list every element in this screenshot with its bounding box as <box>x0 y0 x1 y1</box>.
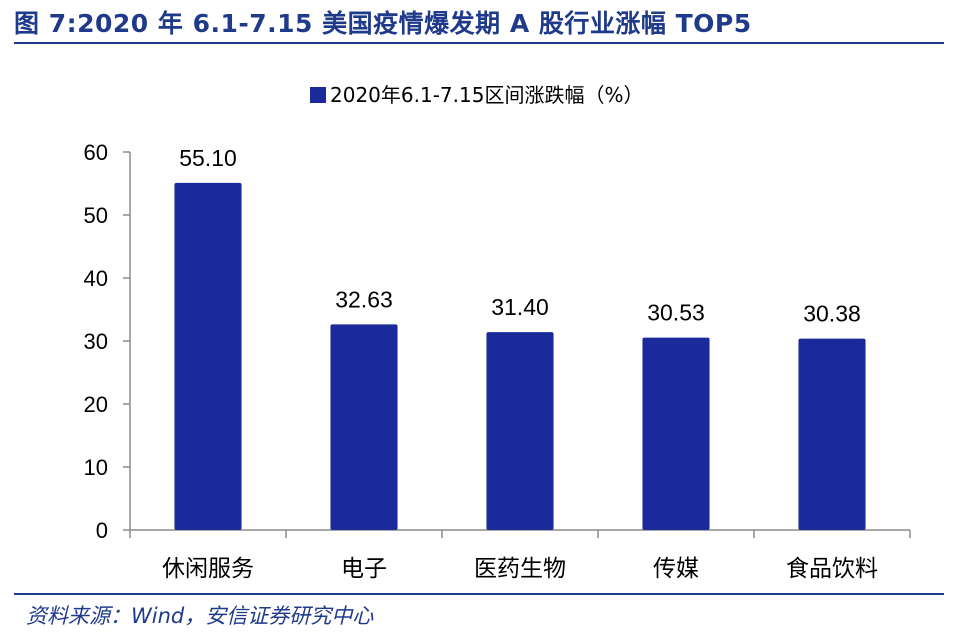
source-divider <box>14 593 944 595</box>
y-tick-label: 0 <box>96 518 108 543</box>
data-label: 30.38 <box>803 301 861 327</box>
category-label: 传媒 <box>653 556 699 582</box>
category-labels: 休闲服务 电子 医药生物 传媒 食品饮料 <box>162 556 878 582</box>
y-tick-label: 60 <box>84 140 108 165</box>
category-label: 医药生物 <box>474 556 566 582</box>
data-label: 55.10 <box>179 145 237 171</box>
figure-title: 图 7:2020 年 6.1-7.15 美国疫情爆发期 A 股行业涨幅 TOP5 <box>14 9 752 38</box>
data-labels: 55.10 32.63 31.40 30.53 30.38 <box>179 145 861 327</box>
axes: 0 10 20 30 40 50 60 <box>84 140 911 543</box>
category-label: 休闲服务 <box>162 556 254 582</box>
bar <box>642 337 710 530</box>
source-note: 资料来源：Wind，安信证券研究中心 <box>26 604 374 628</box>
bar <box>174 182 242 530</box>
title-divider <box>14 42 944 44</box>
y-tick-label: 30 <box>84 329 108 354</box>
y-tick-label: 20 <box>84 392 108 417</box>
category-label: 食品饮料 <box>786 556 878 582</box>
legend: 2020年6.1-7.15区间涨跌幅（%） <box>310 83 643 107</box>
legend-swatch <box>310 87 326 103</box>
category-label: 电子 <box>341 556 387 582</box>
bar <box>486 332 554 530</box>
y-tick-label: 10 <box>84 455 108 480</box>
data-label: 31.40 <box>491 294 549 320</box>
legend-label: 2020年6.1-7.15区间涨跌幅（%） <box>330 83 643 107</box>
data-label: 32.63 <box>335 286 393 312</box>
y-tick-label: 50 <box>84 203 108 228</box>
bars <box>174 182 866 530</box>
y-tick-label: 40 <box>84 266 108 291</box>
bar <box>330 324 398 530</box>
data-label: 30.53 <box>647 300 705 326</box>
bar <box>798 338 866 530</box>
